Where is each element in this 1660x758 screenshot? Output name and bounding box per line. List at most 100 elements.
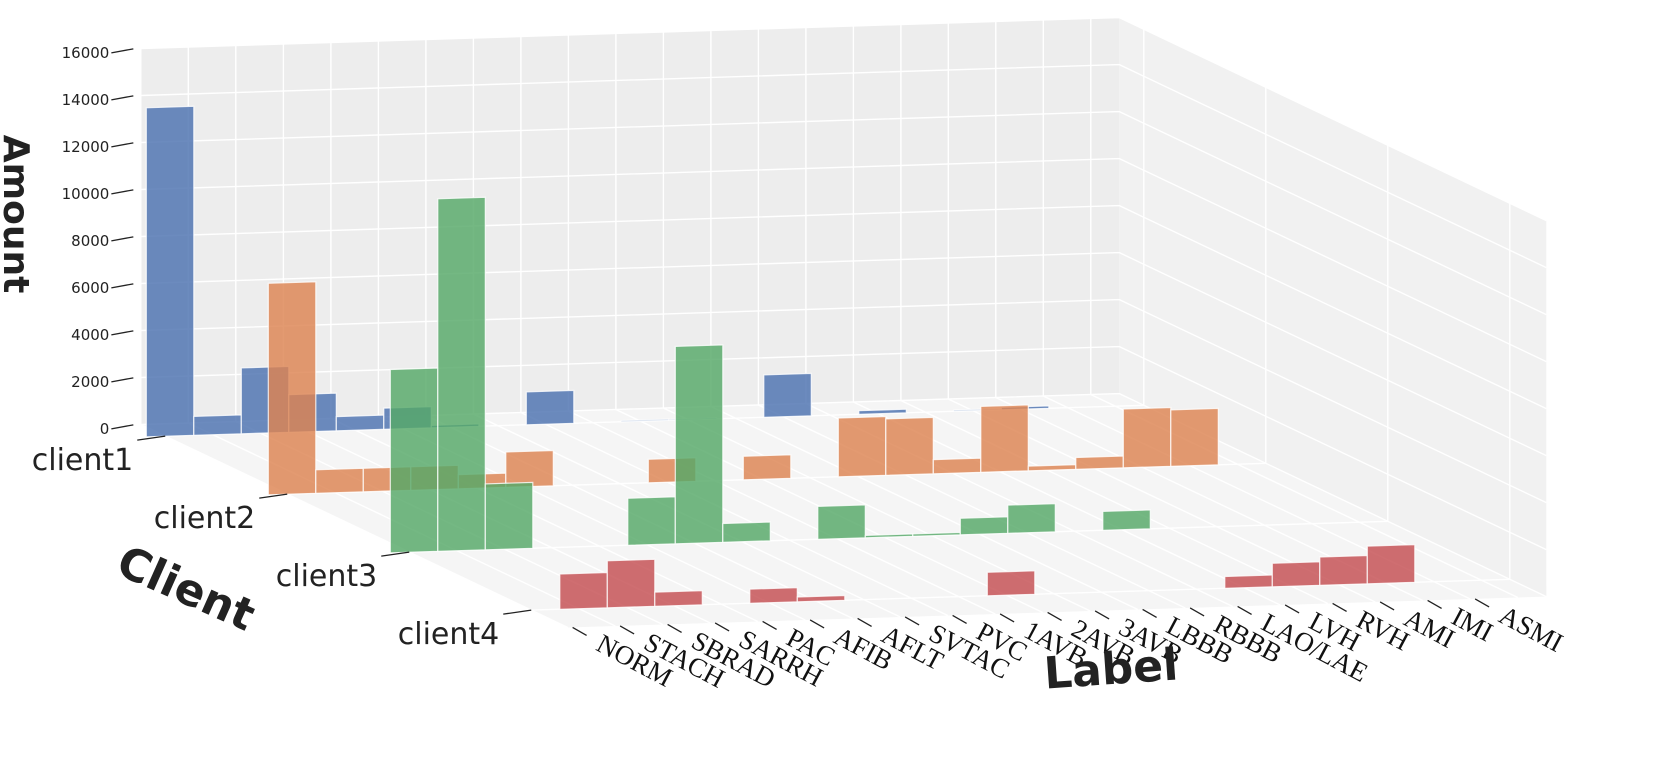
- x-tick: [1094, 610, 1110, 620]
- bar-client3-svtac: [722, 521, 771, 543]
- y-gridline: [165, 29, 1145, 437]
- z-tick-label: 6000: [71, 279, 109, 297]
- bar-client2-lbbb: [837, 415, 887, 478]
- x-gridline: [662, 32, 1091, 612]
- bar-client1-norm: [145, 105, 195, 438]
- x-tick: [904, 616, 920, 626]
- client-label: client4: [398, 617, 499, 652]
- bar-client3-norm: [389, 367, 439, 554]
- x-gridline: [900, 24, 1329, 605]
- z-tick: [111, 283, 134, 289]
- bar-client3-lbbb: [959, 516, 1009, 536]
- y-gridline: [287, 87, 1267, 495]
- z-gridline: [140, 157, 1547, 363]
- y-tick: [503, 609, 532, 615]
- x-gridline: [947, 23, 1376, 603]
- bar-client2-imi: [1122, 406, 1172, 469]
- bar-client4-sbrad: [606, 558, 656, 609]
- x-tick: [714, 622, 730, 632]
- bar-client2-lvh: [980, 404, 1029, 473]
- category-label: ASMI: [1494, 600, 1568, 658]
- x-tick: [1284, 604, 1300, 614]
- bar-client2-afib: [505, 449, 554, 488]
- bar-client3-lvh: [1102, 509, 1151, 531]
- z-tick: [111, 377, 134, 383]
- x-tick: [667, 623, 682, 633]
- bar-client2-rvh: [1027, 463, 1077, 472]
- z-tick: [111, 189, 134, 195]
- x-gridline: [520, 36, 949, 617]
- z-tick: [111, 142, 134, 148]
- x-tick: [1189, 607, 1205, 617]
- z-gridline: [140, 110, 1547, 316]
- y-tick: [259, 493, 288, 499]
- x-tick: [857, 617, 872, 627]
- bar-client3-stach: [437, 196, 486, 552]
- z-tick: [111, 95, 134, 101]
- bar-client4-rvh: [1271, 561, 1321, 588]
- bars: [145, 105, 1416, 610]
- bar-client2-ami: [1075, 455, 1124, 470]
- bar-client2-rbbb: [885, 416, 934, 476]
- z-tick-label: 12000: [62, 138, 110, 156]
- bar-client3-1avb: [817, 504, 866, 540]
- bar-client1-stach: [193, 414, 242, 436]
- bar-client4-ami: [1319, 554, 1368, 586]
- bar-client3-rbbb: [1007, 502, 1056, 534]
- bar-client3-afib: [627, 496, 676, 546]
- x-tick: [762, 620, 777, 630]
- client-label: client3: [276, 559, 377, 594]
- y-gridline: [531, 203, 1511, 611]
- x-gridline: [852, 26, 1281, 606]
- axis-ticks: [111, 48, 1490, 636]
- bar-client4-afib: [749, 586, 798, 604]
- z-tick-label: 2000: [71, 373, 109, 391]
- z-tick-label: 10000: [62, 185, 110, 203]
- bar-client4-2avb: [986, 570, 1036, 597]
- bar-client1-rbbb: [763, 372, 812, 418]
- x-gridline: [1090, 18, 1519, 599]
- x-tick: [999, 613, 1015, 623]
- x-gridline: [995, 21, 1424, 602]
- bar-client4-stach: [559, 571, 608, 610]
- z-tick: [111, 424, 134, 430]
- x-gridline: [1042, 20, 1471, 600]
- bar-client3-sbrad: [484, 481, 534, 551]
- x-tick: [1142, 608, 1157, 618]
- x-gridline: [140, 48, 569, 629]
- bar-client1-pvc: [525, 389, 575, 426]
- x-tick: [1474, 598, 1490, 608]
- client-label: client2: [154, 501, 255, 536]
- x-tick: [619, 625, 635, 635]
- y-tick: [137, 435, 166, 441]
- y-axis-title: Client: [109, 536, 262, 641]
- x-tick: [1427, 599, 1442, 609]
- x-tick: [809, 619, 825, 629]
- x-tick: [952, 614, 967, 624]
- bar-client2-asmi: [1170, 407, 1219, 467]
- bar-client4-aflt: [796, 594, 846, 603]
- x-axis-title: Label: [1042, 639, 1179, 699]
- x-tick: [572, 626, 587, 636]
- client-label: client1: [32, 443, 133, 478]
- z-tick: [111, 330, 134, 336]
- bar-client4-sarrh: [654, 589, 703, 607]
- x-gridline: [615, 33, 1044, 614]
- z-tick-label: 8000: [71, 232, 109, 250]
- z-tick: [111, 236, 134, 242]
- bar-client2-norm: [267, 281, 317, 496]
- z-gridline: [140, 16, 1547, 222]
- bar-client2-lao-lae: [932, 457, 982, 475]
- bar-client4-lvh: [1224, 574, 1273, 589]
- x-gridline: [757, 29, 1186, 609]
- x-tick: [1047, 611, 1062, 621]
- category-label: IMI: [1447, 601, 1498, 647]
- z-tick-label: 0: [100, 420, 110, 438]
- z-tick-label: 4000: [71, 326, 109, 344]
- z-tick-label: 14000: [62, 91, 110, 109]
- x-tick: [1379, 601, 1395, 611]
- z-axis-title: Amount: [0, 135, 36, 294]
- x-tick: [1332, 602, 1347, 612]
- z-tick: [111, 48, 134, 54]
